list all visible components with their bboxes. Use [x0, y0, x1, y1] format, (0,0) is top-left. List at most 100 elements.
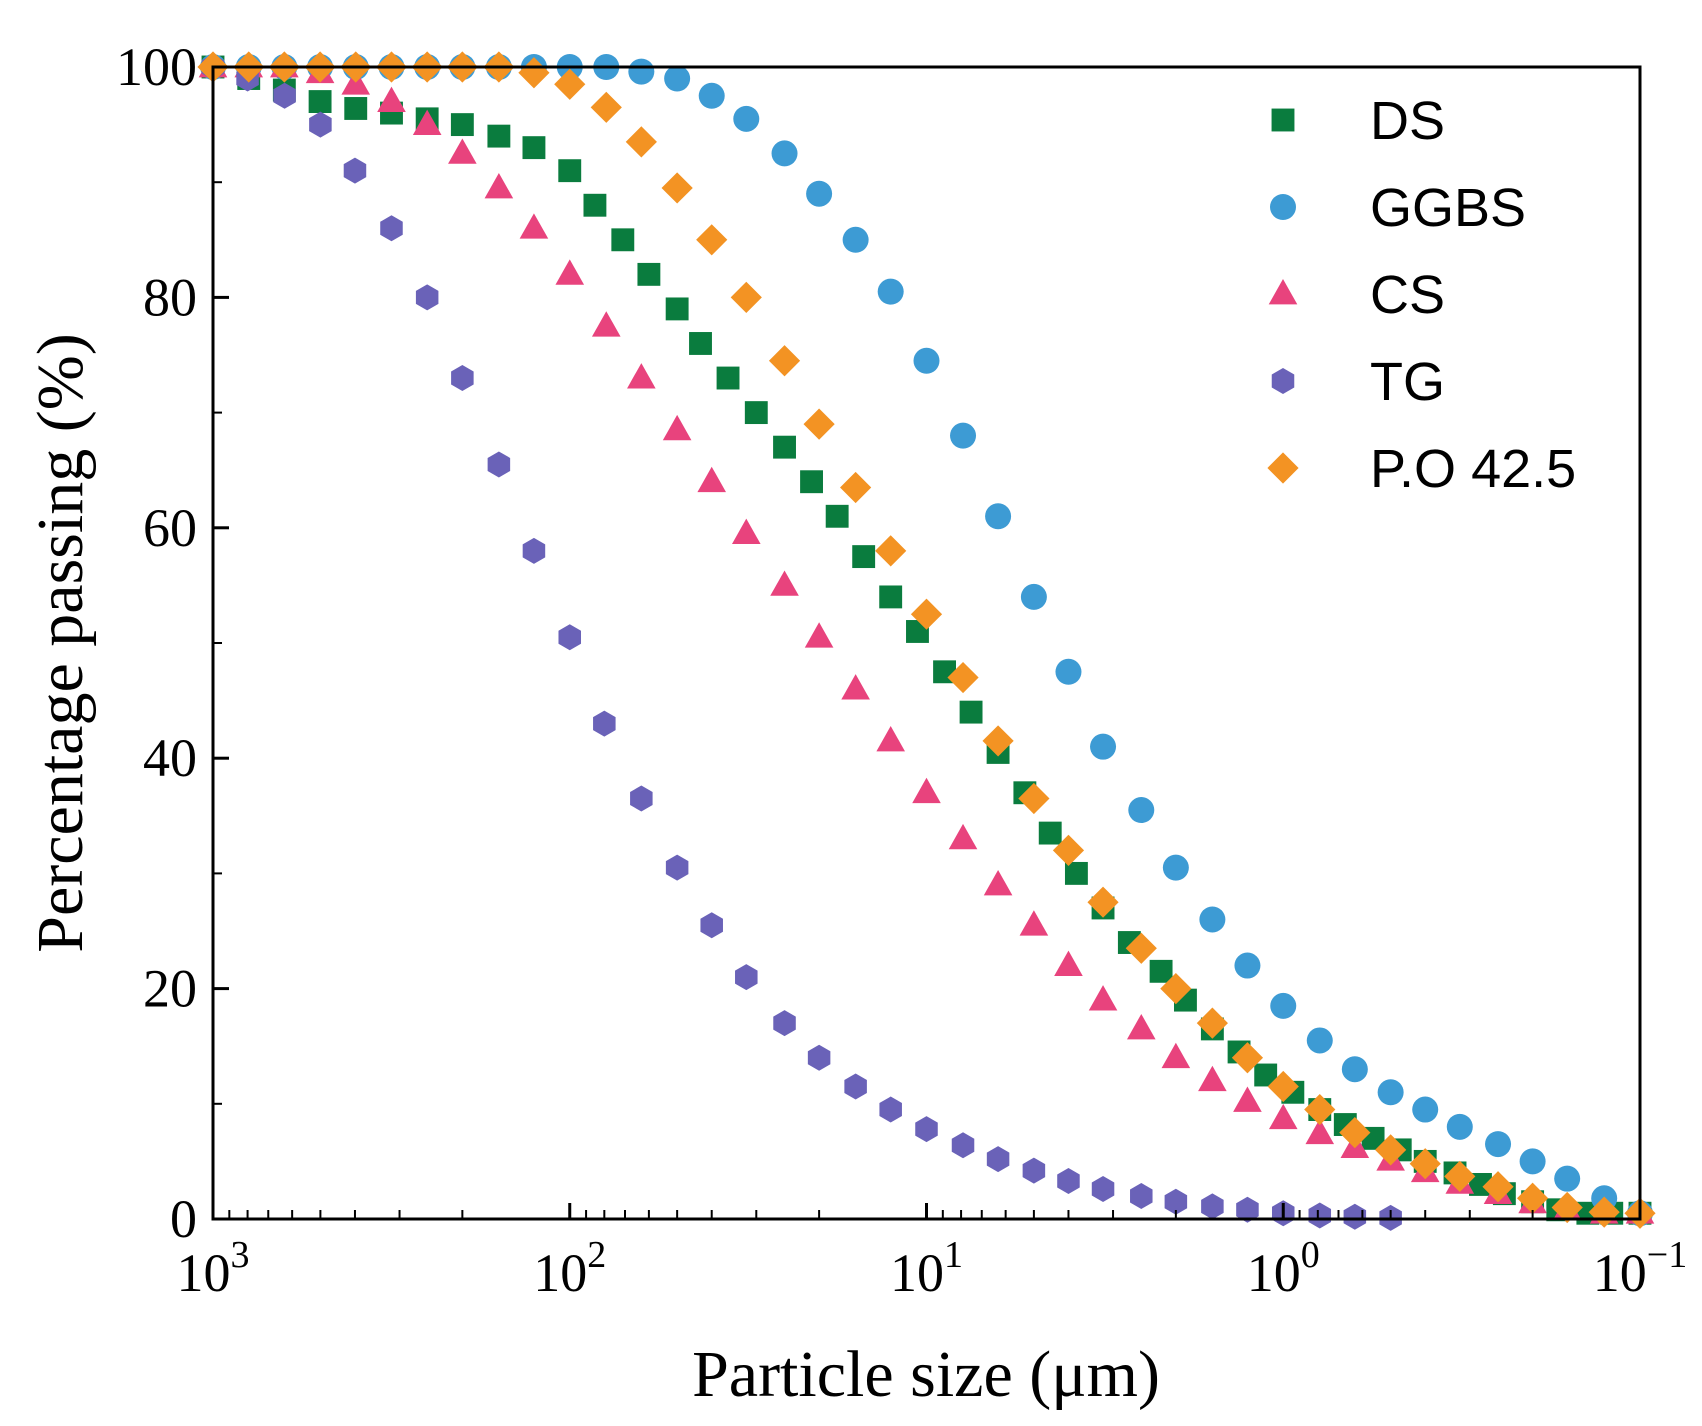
- legend-item: GGBS: [1270, 178, 1526, 238]
- legend-item: TG: [1271, 352, 1445, 412]
- data-point: [913, 347, 940, 374]
- data-point: [627, 363, 656, 389]
- data-point: [982, 725, 1014, 757]
- data-point: [1090, 733, 1117, 760]
- y-tick-label: 80: [143, 267, 197, 327]
- data-point: [1308, 1202, 1332, 1229]
- data-point: [661, 172, 693, 204]
- data-point: [1270, 992, 1297, 1019]
- data-point: [768, 345, 801, 377]
- legend-item: CS: [1268, 265, 1445, 325]
- data-point: [487, 451, 511, 478]
- data-point: [1022, 1157, 1046, 1184]
- data-point: [1519, 1148, 1546, 1175]
- data-point: [308, 90, 332, 113]
- data-point: [1268, 1103, 1298, 1130]
- data-point: [625, 126, 657, 158]
- data-point: [665, 854, 689, 881]
- data-point: [343, 157, 367, 184]
- data-point: [730, 281, 762, 313]
- data-point: [1091, 1176, 1115, 1203]
- data-point: [879, 585, 903, 609]
- data-point: [733, 105, 760, 132]
- legend-marker: [1268, 279, 1298, 305]
- data-point: [558, 624, 582, 651]
- legend-label: P.O 42.5: [1370, 439, 1576, 499]
- data-point: [628, 58, 655, 85]
- data-point: [910, 598, 943, 630]
- data-point: [1055, 658, 1082, 685]
- data-point: [1064, 861, 1088, 885]
- legend-label: TG: [1370, 352, 1445, 412]
- legend-marker: [1271, 368, 1295, 394]
- data-point: [1409, 1148, 1441, 1180]
- data-point: [1130, 1182, 1153, 1209]
- data-point: [309, 111, 332, 138]
- legend-label: GGBS: [1370, 178, 1526, 238]
- data-point: [1052, 834, 1085, 866]
- data-point: [1305, 1118, 1335, 1145]
- data-point: [662, 414, 692, 441]
- data-point: [986, 1146, 1010, 1173]
- y-tick-label: 60: [143, 498, 197, 558]
- data-point: [876, 725, 905, 752]
- data-point: [879, 1096, 902, 1123]
- data-point: [558, 159, 582, 183]
- data-point: [804, 622, 834, 648]
- data-point: [1485, 1131, 1512, 1158]
- data-point: [951, 1132, 975, 1159]
- data-point: [1161, 1042, 1191, 1069]
- data-point: [664, 65, 691, 92]
- data-point: [583, 193, 607, 217]
- data-point: [1038, 821, 1062, 845]
- legend-marker: [1271, 108, 1295, 132]
- data-point: [947, 661, 979, 694]
- data-point: [1233, 1086, 1262, 1112]
- data-point: [484, 173, 514, 199]
- data-point: [852, 545, 876, 569]
- data-point: [273, 82, 296, 109]
- data-point: [841, 674, 870, 700]
- data-point: [950, 422, 977, 449]
- data-point: [877, 278, 904, 305]
- data-point: [771, 140, 798, 167]
- x-tick-label: 10−1: [1593, 1234, 1687, 1303]
- data-point: [875, 535, 907, 567]
- data-point: [1236, 1196, 1259, 1223]
- data-point: [1054, 950, 1083, 976]
- data-point: [744, 401, 768, 425]
- y-tick-label: 100: [116, 37, 197, 97]
- data-point: [1234, 952, 1261, 979]
- data-point: [1412, 1096, 1439, 1123]
- data-point: [1377, 1079, 1404, 1106]
- data-point: [1020, 583, 1047, 610]
- data-point: [591, 311, 621, 337]
- data-point: [450, 113, 474, 137]
- data-point: [1254, 1063, 1278, 1087]
- data-point: [487, 124, 511, 148]
- data-point: [1125, 932, 1157, 964]
- data-point: [522, 537, 546, 564]
- legend-marker: [1267, 452, 1299, 484]
- data-point: [448, 138, 477, 164]
- data-point: [522, 136, 546, 160]
- data-point: [611, 228, 635, 252]
- data-point: [1199, 906, 1226, 933]
- data-point: [1149, 959, 1173, 983]
- data-point: [697, 466, 727, 493]
- data-point: [1128, 797, 1155, 824]
- data-point: [844, 1073, 867, 1100]
- data-point: [1087, 886, 1119, 918]
- data-point: [1554, 1165, 1581, 1192]
- series-tg: [201, 54, 1402, 1231]
- data-point: [800, 470, 823, 494]
- data-point: [716, 366, 740, 390]
- data-point: [698, 82, 725, 109]
- data-point: [807, 1044, 831, 1071]
- data-point: [948, 823, 978, 850]
- data-point: [915, 1116, 938, 1143]
- y-tick-label: 0: [170, 1189, 197, 1249]
- data-point: [806, 180, 833, 207]
